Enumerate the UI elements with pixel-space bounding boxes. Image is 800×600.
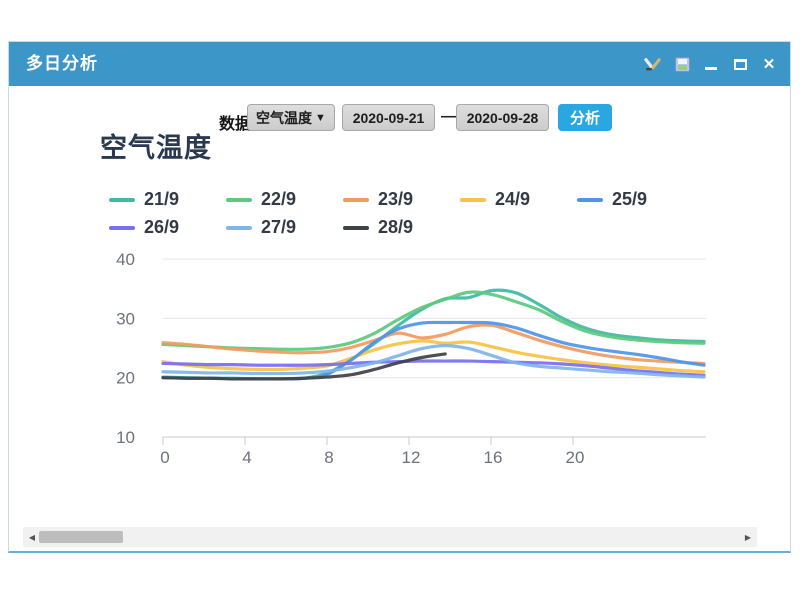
minimize-icon <box>705 67 717 70</box>
x-axis-label-12: 12 <box>402 448 421 467</box>
maximize-icon <box>733 58 747 70</box>
scrollbar-thumb[interactable] <box>39 531 123 543</box>
legend-label: 26/9 <box>144 217 180 237</box>
legend-label: 22/9 <box>261 189 297 209</box>
legend-item-28-9[interactable]: 28/9 <box>343 215 460 240</box>
scroll-left-arrow-icon[interactable]: ◀ <box>28 532 36 542</box>
temperature-chart[interactable]: 10 20 30 40 0 4 8 12 16 20 <box>101 246 726 476</box>
legend-item-23-9[interactable]: 23/9 <box>343 187 460 212</box>
legend-label: 28/9 <box>378 217 414 237</box>
legend-item-22-9[interactable]: 22/9 <box>226 187 343 212</box>
x-axis-label-4: 4 <box>242 448 251 467</box>
legend-item-26-9[interactable]: 26/9 <box>109 215 226 240</box>
legend-swatch <box>226 225 252 230</box>
chevron-down-icon: ▼ <box>315 111 326 124</box>
date-to-value: 2020-09-28 <box>466 109 539 126</box>
scroll-right-arrow-icon[interactable]: ▶ <box>744 532 752 542</box>
legend-label: 23/9 <box>378 189 414 209</box>
dataset-dropdown[interactable]: 空气温度 ▼ <box>247 104 335 131</box>
x-axis-label-8: 8 <box>324 448 333 467</box>
legend-item-24-9[interactable]: 24/9 <box>460 187 577 212</box>
analysis-window: 多日分析 ✕ 数据 空气温度 ▼ 2020-09-21 — 2020-09-28… <box>8 41 791 553</box>
legend-swatch <box>226 197 252 202</box>
legend-swatch <box>460 197 486 202</box>
x-axis-label-0: 0 <box>160 448 169 467</box>
series-line-22-9 <box>161 290 706 351</box>
tools-icon[interactable] <box>644 55 662 73</box>
chart-canvas: 10 20 30 40 0 4 8 12 16 20 <box>116 250 706 467</box>
legend-label: 24/9 <box>495 189 531 209</box>
analyze-button-label: 分析 <box>569 110 600 127</box>
horizontal-scrollbar[interactable]: ◀ ▶ <box>23 527 757 547</box>
series-line-24-9 <box>161 339 706 374</box>
legend-swatch <box>343 197 369 202</box>
close-button[interactable]: ✕ <box>760 55 778 73</box>
legend-item-27-9[interactable]: 27/9 <box>226 215 343 240</box>
legend-swatch <box>109 225 135 230</box>
series-line-23-9 <box>161 323 706 366</box>
chart-legend: 21/9 22/9 23/9 24/9 25/9 26/9 27/9 28/9 <box>109 187 694 240</box>
minimize-button[interactable] <box>702 55 720 73</box>
titlebar-buttons: ✕ <box>644 42 778 86</box>
close-icon: ✕ <box>762 55 776 73</box>
window-title: 多日分析 <box>26 54 98 73</box>
series-line-26-9 <box>161 359 706 377</box>
data-label: 数据 <box>219 116 252 133</box>
series-line-27-9 <box>161 344 706 379</box>
date-to-field[interactable]: 2020-09-28 <box>456 104 549 131</box>
series-line-28-9 <box>161 352 447 381</box>
legend-label: 25/9 <box>612 189 648 209</box>
x-axis-label-20: 20 <box>566 448 585 467</box>
y-axis-label-10: 10 <box>116 428 135 447</box>
date-range-separator: — <box>441 108 457 125</box>
legend-label: 21/9 <box>144 189 180 209</box>
legend-label: 27/9 <box>261 217 297 237</box>
analyze-button[interactable]: 分析 <box>558 104 612 131</box>
legend-swatch <box>343 225 369 230</box>
maximize-button[interactable] <box>731 55 749 73</box>
legend-swatch <box>109 197 135 202</box>
x-axis-label-16: 16 <box>484 448 503 467</box>
y-axis-label-40: 40 <box>116 250 135 269</box>
date-from-field[interactable]: 2020-09-21 <box>342 104 435 131</box>
legend-swatch <box>577 197 603 202</box>
legend-item-25-9[interactable]: 25/9 <box>577 187 694 212</box>
chart-title: 空气温度 <box>100 133 212 163</box>
dataset-value: 空气温度 <box>256 109 313 126</box>
save-icon[interactable] <box>673 55 691 73</box>
title-bar[interactable]: 多日分析 ✕ <box>9 42 790 86</box>
legend-item-21-9[interactable]: 21/9 <box>109 187 226 212</box>
y-axis-label-30: 30 <box>116 309 135 328</box>
y-axis-label-20: 20 <box>116 369 135 388</box>
date-from-value: 2020-09-21 <box>352 109 425 126</box>
